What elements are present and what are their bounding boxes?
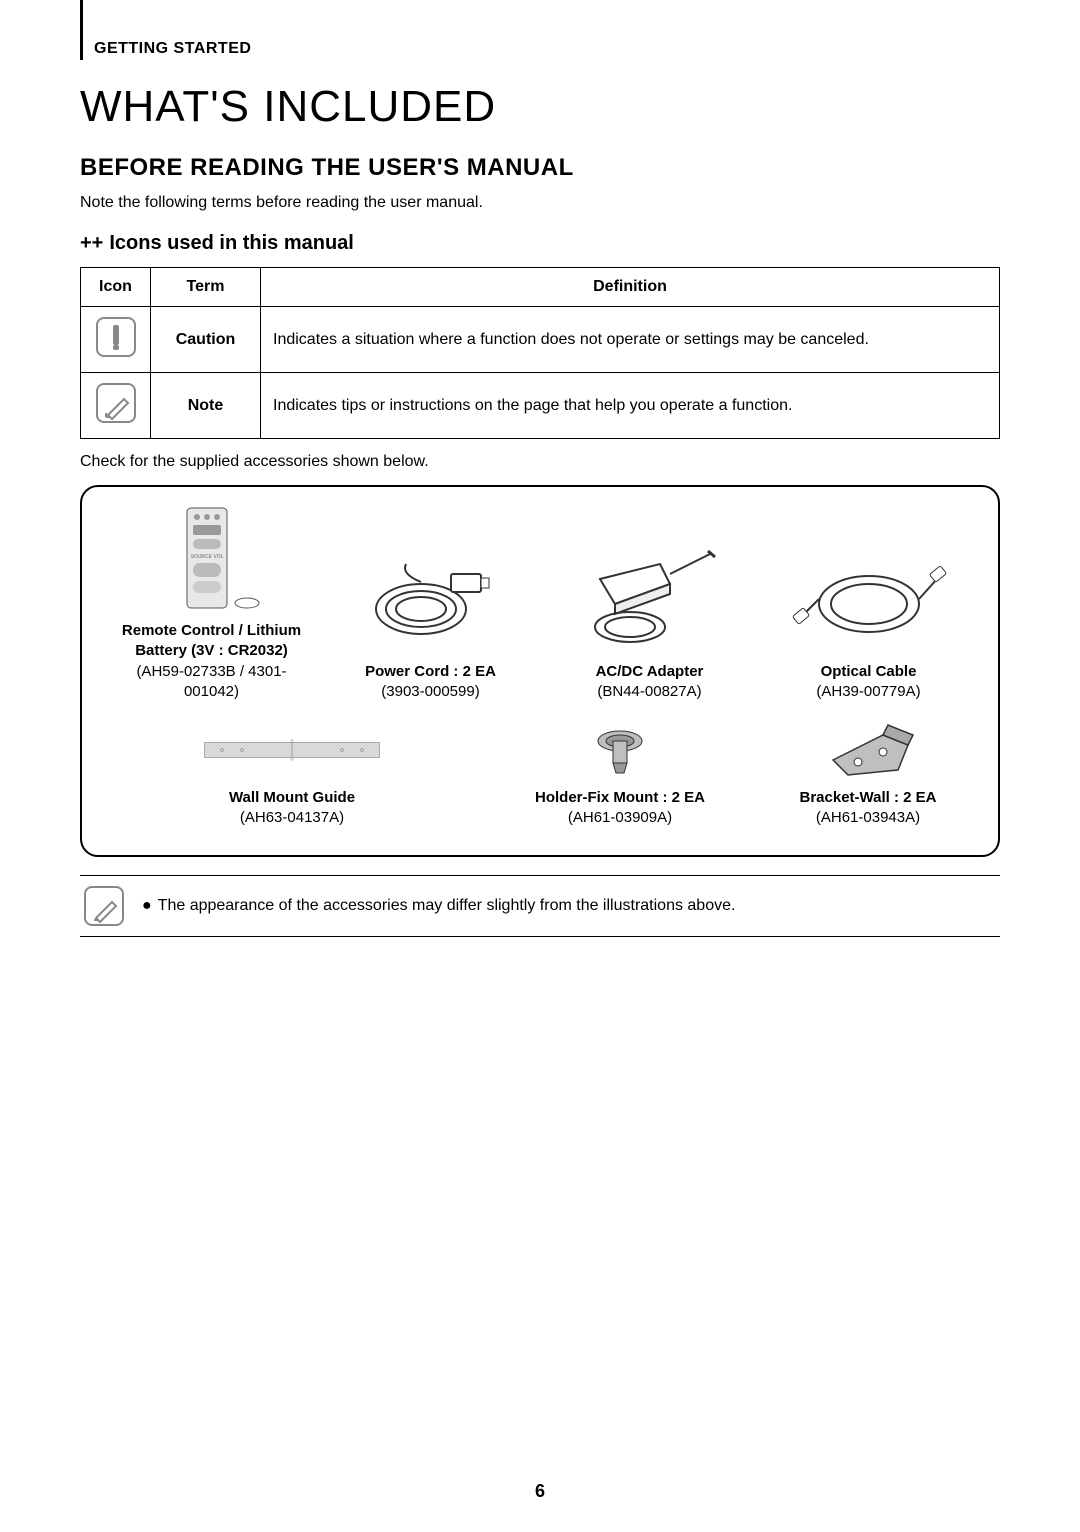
caution-icon [96, 317, 136, 357]
acc-powercord: Power Cord : 2 EA (3903-000599) [336, 544, 526, 703]
note-icon-cell [81, 373, 151, 439]
check-text: Check for the supplied accessories shown… [80, 453, 1000, 471]
acc-part: (AH63-04137A) [102, 808, 482, 828]
footnote-text: ● The appearance of the accessories may d… [138, 897, 735, 915]
table-row: Note Indicates tips or instructions on t… [81, 373, 1000, 439]
page-number: 6 [0, 1481, 1080, 1502]
bullet-icon: ● [142, 897, 152, 914]
th-term: Term [151, 268, 261, 307]
acc-name: AC/DC Adapter [555, 662, 745, 682]
note-icon [96, 383, 136, 423]
icons-table: Icon Term Definition Caution Indicates a… [80, 267, 1000, 439]
optical-icon [774, 544, 964, 654]
caution-icon-cell [81, 307, 151, 373]
acc-name: Remote Control / Lithium Battery (3V : C… [117, 621, 307, 662]
remote-icon: SOURCE VOL [117, 503, 307, 613]
table-row: Caution Indicates a situation where a fu… [81, 307, 1000, 373]
th-icon: Icon [81, 268, 151, 307]
acc-name: Holder-Fix Mount : 2 EA [510, 788, 730, 808]
acc-holder: Holder-Fix Mount : 2 EA (AH61-03909A) [510, 720, 730, 829]
term-caution: Caution [151, 307, 261, 373]
acc-name: Bracket-Wall : 2 EA [758, 788, 978, 808]
holder-icon [510, 720, 730, 780]
wallguide-icon [102, 720, 482, 780]
def-note: Indicates tips or instructions on the pa… [261, 373, 1000, 439]
triangle-icon: ++ [80, 232, 103, 255]
acc-wallguide: Wall Mount Guide (AH63-04137A) [102, 720, 482, 829]
acc-name: Power Cord : 2 EA [336, 662, 526, 682]
acc-bracket: Bracket-Wall : 2 EA (AH61-03943A) [758, 720, 978, 829]
accessories-row-1: SOURCE VOL Remote Control / Lithium Batt… [102, 503, 978, 702]
accessories-row-2: Wall Mount Guide (AH63-04137A) Holder-Fi… [102, 720, 978, 829]
acc-optical: Optical Cable (AH39-00779A) [774, 544, 964, 703]
page-title: WHAT'S INCLUDED [80, 82, 1000, 132]
acc-part: (AH61-03909A) [510, 808, 730, 828]
acc-part: (AH59-02733B / 4301-001042) [117, 662, 307, 703]
acc-part: (BN44-00827A) [555, 682, 745, 702]
icons-heading-text: Icons used in this manual [109, 232, 354, 254]
footnote-content: The appearance of the accessories may di… [158, 897, 736, 914]
acc-part: (AH39-00779A) [774, 682, 964, 702]
icons-heading: ++ Icons used in this manual [80, 232, 1000, 255]
note-icon [84, 886, 124, 926]
acc-part: (AH61-03943A) [758, 808, 978, 828]
adapter-icon [555, 544, 745, 654]
footnote-row: ● The appearance of the accessories may d… [80, 875, 1000, 937]
accessories-box: SOURCE VOL Remote Control / Lithium Batt… [80, 485, 1000, 857]
term-note: Note [151, 373, 261, 439]
acc-adapter: AC/DC Adapter (BN44-00827A) [555, 544, 745, 703]
acc-remote: SOURCE VOL Remote Control / Lithium Batt… [117, 503, 307, 702]
powercord-icon [336, 544, 526, 654]
acc-name: Optical Cable [774, 662, 964, 682]
def-caution: Indicates a situation where a function d… [261, 307, 1000, 373]
acc-part: (3903-000599) [336, 682, 526, 702]
svg-text:SOURCE VOL: SOURCE VOL [190, 554, 223, 560]
bracket-icon [758, 720, 978, 780]
th-definition: Definition [261, 268, 1000, 307]
section-label: GETTING STARTED [94, 40, 1000, 58]
intro-text: Note the following terms before reading … [80, 194, 1000, 212]
acc-name: Wall Mount Guide [102, 788, 482, 808]
page-subtitle: BEFORE READING THE USER'S MANUAL [80, 154, 1000, 182]
